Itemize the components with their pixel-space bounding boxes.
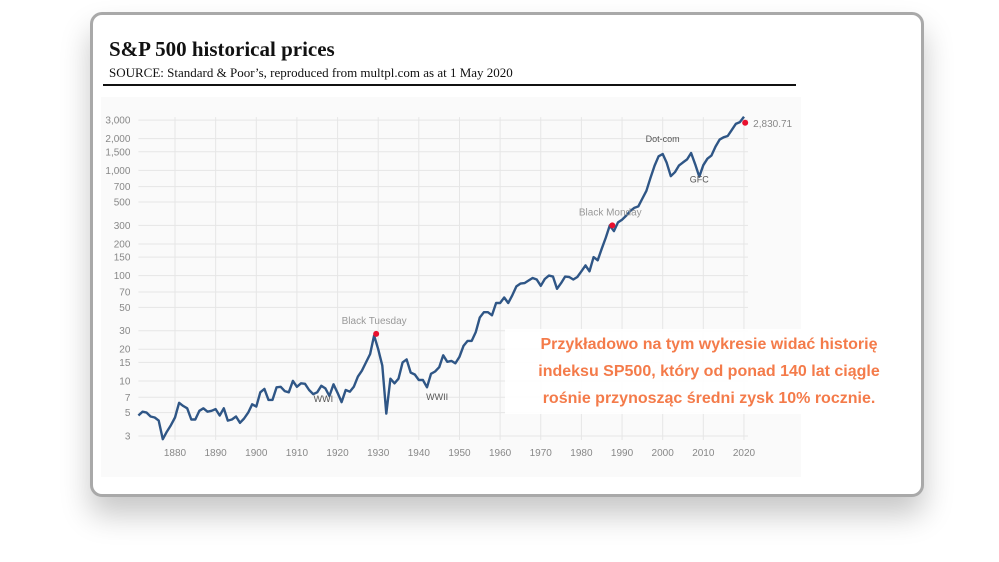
y-tick-label: 700 [114, 182, 131, 193]
period-label: GFC [690, 174, 709, 184]
x-tick-label: 1940 [408, 448, 431, 459]
x-tick-label: 2010 [692, 448, 715, 459]
y-tick-label: 100 [114, 271, 131, 282]
y-tick-label: 20 [119, 345, 131, 356]
x-tick-label: 1890 [205, 448, 228, 459]
annotation-note: Przykładowo na tym wykresie widać histor… [505, 329, 913, 414]
x-tick-label: 1960 [489, 448, 512, 459]
note-line: indeksu SP500, który od ponad 140 lat ci… [538, 363, 880, 380]
x-tick-label: 1910 [286, 448, 309, 459]
x-tick-label: 1930 [367, 448, 390, 459]
y-tick-label: 1,000 [105, 166, 130, 177]
x-tick-label: 1990 [611, 448, 634, 459]
x-tick-label: 2000 [652, 448, 675, 459]
x-tick-label: 1980 [570, 448, 593, 459]
period-label: WWI [314, 394, 334, 404]
y-tick-label: 500 [114, 198, 131, 209]
y-tick-label: 10 [119, 376, 131, 387]
chart-source: SOURCE: Standard & Poor’s, reproduced fr… [109, 65, 513, 80]
sp500-series-line [137, 115, 745, 441]
y-tick-label: 5 [125, 408, 131, 419]
y-tick-label: 3 [125, 432, 131, 443]
y-tick-label: 50 [119, 303, 131, 314]
last-value-label: 2,830.71 [753, 119, 792, 130]
period-label: Dot-com [646, 134, 680, 144]
event-label: Black Monday [579, 207, 642, 218]
x-tick-label: 1950 [448, 448, 471, 459]
note-line: Przykładowo na tym wykresie widać histor… [540, 336, 878, 353]
x-tick-label: 1880 [164, 448, 187, 459]
period-label: WWII [426, 392, 448, 402]
y-tick-label: 3,000 [105, 116, 130, 127]
y-tick-label: 15 [119, 358, 131, 369]
chart-title: S&P 500 historical prices [109, 37, 335, 61]
y-tick-label: 1,500 [105, 147, 130, 158]
y-tick-label: 300 [114, 221, 131, 232]
event-marker [373, 330, 380, 337]
event-marker [609, 222, 616, 229]
sp500-chart: 3 5 7 10 15 20 30 50 70 100 150 200 300 500 700 1,000 1,… [105, 115, 792, 459]
event-label: Black Tuesday [342, 316, 407, 327]
y-tick-label: 2,000 [105, 134, 130, 145]
y-tick-label: 150 [114, 253, 131, 264]
title-divider [103, 84, 796, 86]
note-line: rośnie przynosząc średni zysk 10% roczni… [542, 390, 876, 407]
y-tick-label: 70 [119, 287, 131, 298]
x-tick-label: 1900 [245, 448, 268, 459]
y-tick-label: 7 [125, 393, 131, 404]
y-tick-label: 200 [114, 239, 131, 250]
event-marker [742, 119, 749, 126]
y-tick-label: 30 [119, 326, 131, 337]
slide-frame: S&P 500 historical prices SOURCE: Standa… [90, 12, 924, 497]
x-tick-label: 1970 [530, 448, 553, 459]
x-tick-label: 1920 [326, 448, 349, 459]
x-tick-label: 2020 [733, 448, 756, 459]
